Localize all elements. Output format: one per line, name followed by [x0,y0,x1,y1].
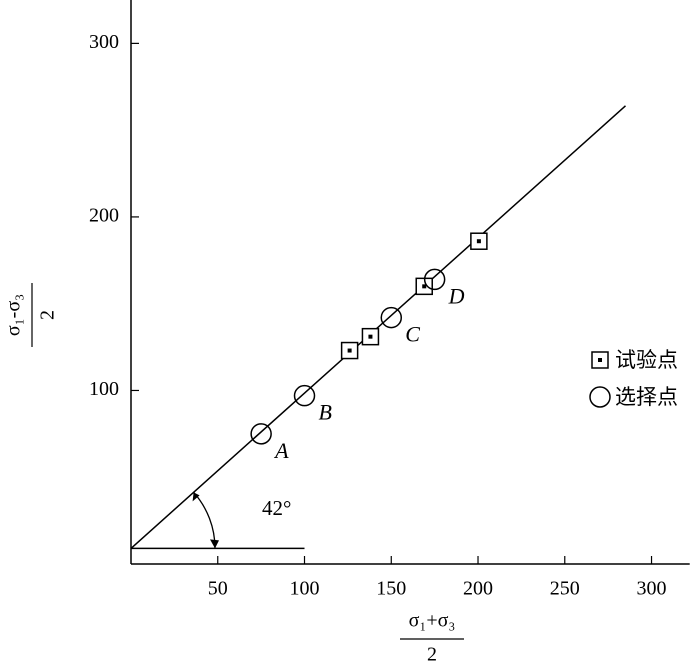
x-tick-label: 200 [463,578,493,600]
legend-label: 试验点 [615,348,678,372]
legend-label: 选择点 [615,385,678,409]
x-tick-label: 300 [637,578,667,600]
y-tick-label: 300 [89,31,119,53]
x-label-denominator: 2 [427,644,437,666]
square-dot [476,239,481,244]
legend-marker [591,351,609,369]
square-dot [598,358,602,362]
fit-line [130,105,627,549]
square-dot [347,348,352,353]
arrow-head [192,492,200,502]
point-label: D [448,283,465,308]
x-tick-label: 50 [208,578,228,600]
square-point [470,232,488,250]
circle-point [293,384,316,407]
y-label-numerator: σ₁-σ₃ [3,294,25,336]
angle-label: 42° [262,496,291,520]
x-tick-label: 250 [550,578,580,600]
square-dot [422,284,427,289]
point-label: C [405,322,420,347]
square-dot [368,334,373,339]
square-point [361,327,380,346]
y-tick-label: 100 [89,378,119,400]
legend-marker [589,386,611,408]
x-tick-label: 150 [376,578,406,600]
x-tick-label: 100 [290,578,320,600]
arrow-head [210,539,219,549]
x-axis-label: σ₁+σ₃ 2 [400,610,464,666]
circle-point [423,268,446,291]
y-label-denominator: 2 [37,310,59,320]
square-point [340,341,359,360]
circle-point [250,423,272,445]
y-tick-label: 200 [89,205,119,227]
x-label-numerator: σ₁+σ₃ [409,610,456,632]
y-axis-label: σ₁-σ₃ 2 [3,283,59,347]
point-label: A [273,438,289,463]
point-label: B [319,400,332,425]
circle-point [380,306,403,329]
